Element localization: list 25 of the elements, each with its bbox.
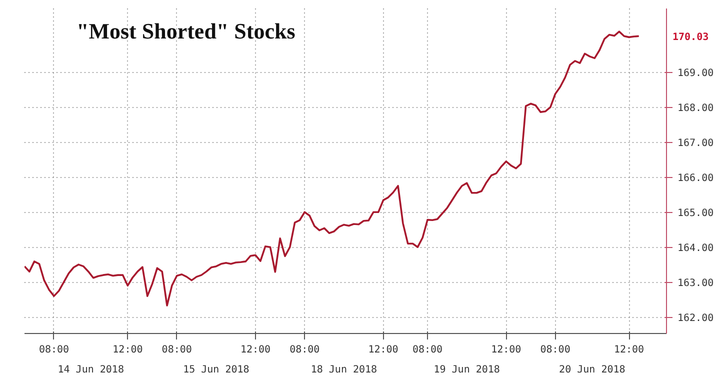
y-tick-label: 167.00 bbox=[678, 138, 714, 150]
x-tick-label: 12:00 bbox=[614, 344, 644, 356]
x-tick-label: 12:00 bbox=[491, 344, 522, 356]
y-tick-label: 166.00 bbox=[678, 173, 714, 184]
text: 18 Jun 2018 bbox=[310, 364, 378, 376]
x-tick-label: 08:00 bbox=[38, 344, 70, 356]
text: "Most Shorted" Stocks bbox=[76, 18, 296, 44]
text: 20 Jun 2018 bbox=[559, 364, 626, 376]
x-tick-label: 12:00 bbox=[112, 344, 143, 356]
x-tick-label: 08:00 bbox=[162, 344, 192, 356]
x-tick-label: 12:00 bbox=[368, 344, 398, 356]
text: 14 Jun 2018 bbox=[58, 364, 124, 376]
x-tick-label: 08:00 bbox=[412, 344, 443, 356]
x-tick-label: 08:00 bbox=[290, 344, 320, 356]
y-tick-label: 162.00 bbox=[678, 313, 714, 324]
y-tick-label: 168.00 bbox=[678, 103, 714, 114]
x-tick-label: 08:00 bbox=[540, 344, 570, 356]
text: 15 Jun 2018 bbox=[183, 364, 250, 376]
y-tick-label: 163.00 bbox=[678, 278, 714, 290]
y-tick-label: 164.00 bbox=[678, 243, 714, 254]
y-tick-label: 165.00 bbox=[678, 208, 714, 220]
y-tick-label: 169.00 bbox=[678, 68, 714, 80]
x-tick-label: 12:00 bbox=[240, 344, 271, 356]
text: 19 Jun 2018 bbox=[434, 364, 500, 376]
text: 170.03 bbox=[672, 32, 709, 44]
